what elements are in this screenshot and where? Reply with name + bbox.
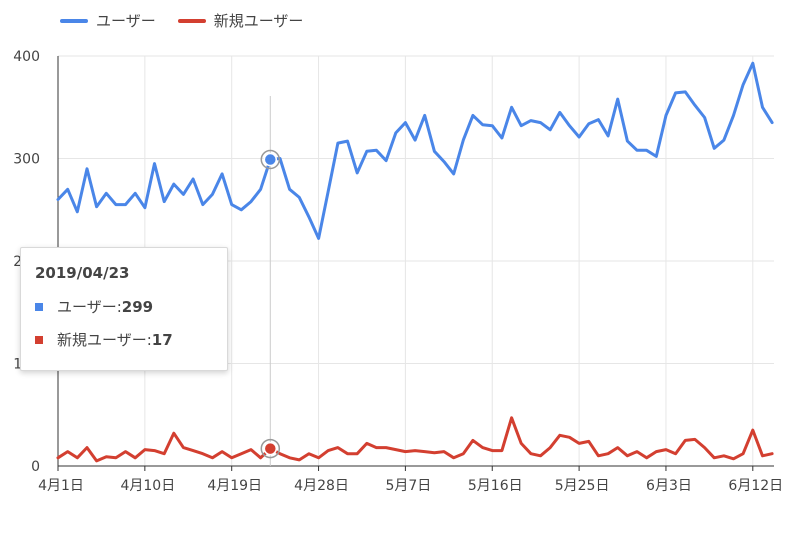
x-tick-label: 4月10日 <box>120 478 175 494</box>
tooltip-row-new-users: 新規ユーザー: 17 <box>35 329 213 350</box>
x-tick-label: 5月16日 <box>468 478 523 494</box>
x-tick-label: 5月25日 <box>555 478 610 494</box>
legend-item-users[interactable]: ユーザー <box>60 10 156 31</box>
x-tick-label: 4月28日 <box>294 478 349 494</box>
series-line-new-users <box>56 416 774 463</box>
x-tick-label: 4月19日 <box>207 478 262 494</box>
legend: ユーザー 新規ユーザー <box>60 10 303 31</box>
tooltip-users-value: 299 <box>121 297 154 316</box>
x-tick-label: 5月7日 <box>385 478 431 494</box>
y-tick-label: 0 <box>31 459 40 475</box>
series-line-users <box>56 61 774 240</box>
focus-point-users-ring <box>260 149 281 170</box>
tooltip-users-label: ユーザー: <box>57 298 122 316</box>
focus-point-new-users-ring <box>260 438 281 459</box>
legend-label-users: ユーザー <box>96 12 156 30</box>
series-lines <box>56 61 774 463</box>
legend-swatch-users <box>60 18 88 23</box>
highlight-markers <box>260 96 281 466</box>
tooltip-swatch-users <box>35 302 43 311</box>
y-tick-label: 300 <box>13 152 40 168</box>
focus-point-new-users <box>263 441 278 456</box>
tooltip-row-users: ユーザー: 299 <box>35 296 213 317</box>
x-tick-label: 4月1日 <box>38 478 84 494</box>
focus-point-users <box>263 152 278 167</box>
legend-label-new-users: 新規ユーザー <box>213 12 304 30</box>
tooltip: 2019/04/23 ユーザー: 299 新規ユーザー: 17 <box>20 247 228 371</box>
x-tick-label: 6月3日 <box>646 478 692 494</box>
tooltip-new-users-label: 新規ユーザー: <box>57 331 152 349</box>
tooltip-date: 2019/04/23 <box>35 264 130 282</box>
tooltip-swatch-new-users <box>35 335 43 344</box>
tooltip-new-users-value: 17 <box>151 330 173 349</box>
legend-item-new-users[interactable]: 新規ユーザー <box>177 10 304 31</box>
legend-swatch-new-users <box>177 18 206 23</box>
x-tick-label: 6月12日 <box>728 478 783 494</box>
y-tick-label: 400 <box>13 49 40 65</box>
